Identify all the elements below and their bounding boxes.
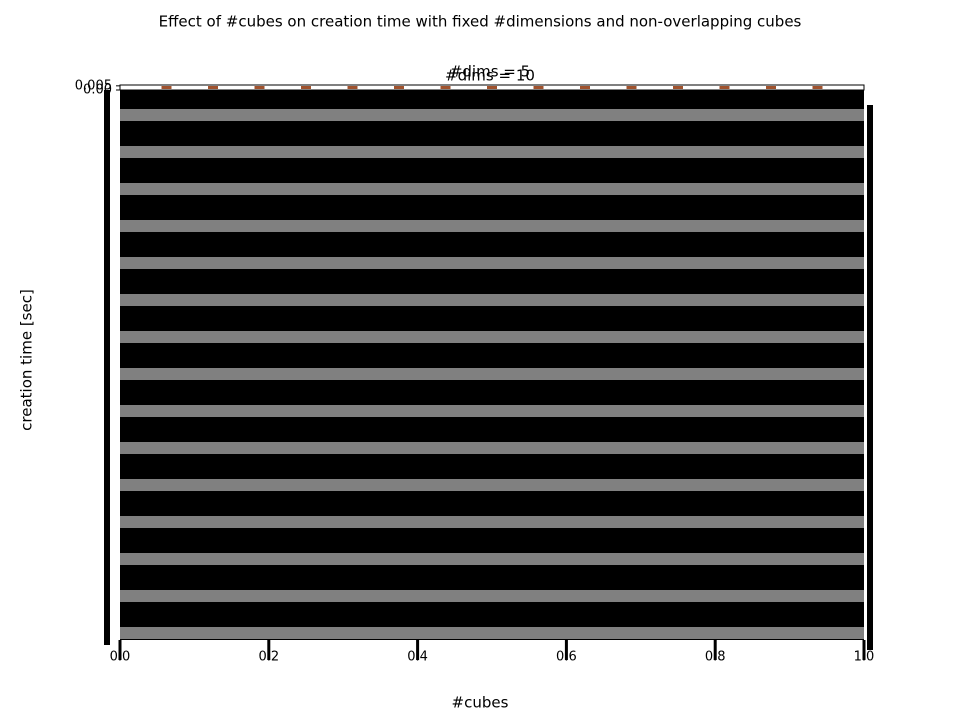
x-axis-label: #cubes bbox=[452, 694, 509, 712]
x-tick-label: 0.4 bbox=[407, 650, 428, 665]
marker bbox=[533, 86, 544, 89]
x-tick-label: 0.8 bbox=[705, 650, 726, 665]
marker bbox=[580, 86, 590, 89]
right-spines bbox=[867, 105, 873, 650]
marker bbox=[161, 86, 172, 89]
marker bbox=[626, 86, 637, 89]
y-tick-label: 0.005 bbox=[75, 78, 112, 93]
marker bbox=[812, 86, 823, 89]
y-tick-label: 0.00 bbox=[83, 83, 112, 98]
x-tick-label: 1.0 bbox=[854, 650, 875, 665]
marker bbox=[766, 86, 776, 89]
marker bbox=[673, 86, 683, 89]
marker bbox=[208, 86, 218, 89]
marker bbox=[394, 86, 404, 89]
x-tick-label: 0.0 bbox=[110, 650, 131, 665]
subplot-title: #dims = 10 bbox=[445, 67, 535, 85]
stacked-axes bbox=[120, 90, 864, 640]
y-axis-label: creation time [sec] bbox=[18, 289, 36, 431]
marker bbox=[347, 86, 358, 89]
marker bbox=[487, 86, 497, 89]
subplot-title: #dims = 5 bbox=[450, 63, 530, 81]
marker bbox=[301, 86, 311, 89]
x-tick-label: 0.6 bbox=[556, 650, 577, 665]
marker bbox=[719, 86, 730, 89]
marker bbox=[440, 86, 451, 89]
x-tick-label: 0.2 bbox=[258, 650, 279, 665]
top-axes bbox=[119, 84, 865, 91]
left-spines bbox=[104, 90, 110, 645]
chart-title: Effect of #cubes on creation time with f… bbox=[159, 13, 802, 31]
marker bbox=[254, 86, 265, 89]
